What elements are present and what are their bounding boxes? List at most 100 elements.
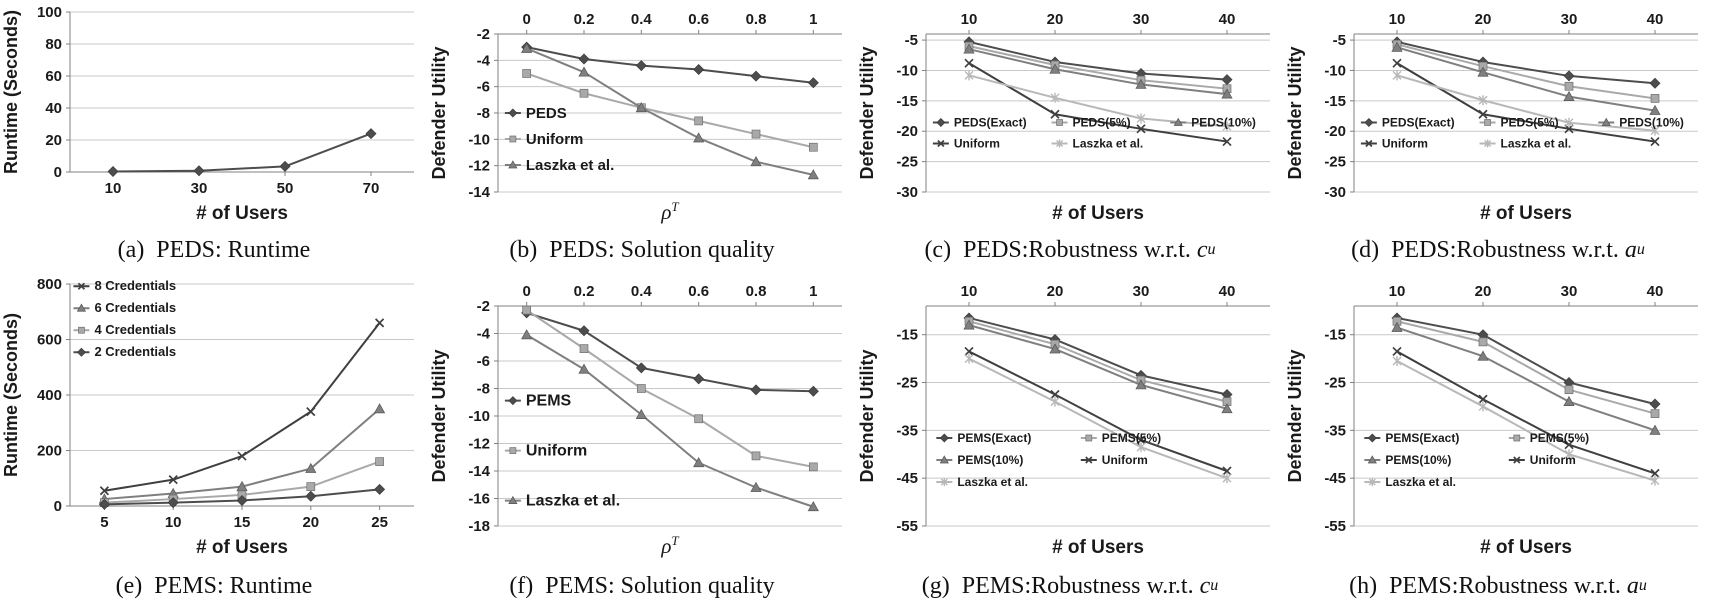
y-axis-title: Defender Utility xyxy=(1285,46,1305,179)
x-tick-label: 30 xyxy=(1561,283,1578,300)
legend-label: 8 Credentials xyxy=(94,278,176,293)
marker-asterisk xyxy=(964,70,974,81)
marker-x xyxy=(1222,466,1232,476)
marker-asterisk xyxy=(1564,449,1574,460)
marker-asterisk xyxy=(1136,442,1146,453)
marker-triangle xyxy=(1649,424,1661,435)
chart-pems-runtime: 0 200 400 600 800 5 10 15 20 25 Runtime (Seconds) #… xyxy=(0,272,428,609)
marker-triangle xyxy=(693,132,705,143)
chart-peds-solution-quality: -2 -4 -6 -8 -10 -12 -14 0 0.2 0.4 0.6 0.8 1 Defender … xyxy=(428,0,856,272)
series-line xyxy=(1396,74,1656,132)
marker-asterisk xyxy=(964,353,974,364)
series-line xyxy=(1396,320,1656,415)
legend-label: 4 Credentials xyxy=(94,322,176,337)
y-tick-label: -15 xyxy=(896,327,918,344)
y-tick-label: 100 xyxy=(37,4,62,21)
marker-square xyxy=(509,447,517,454)
y-tick-label: -12 xyxy=(468,436,490,453)
x-tick-label: 1 xyxy=(809,11,817,28)
marker-x xyxy=(237,451,247,461)
chart-pems-robustness-cu-plot: -15 -25 -35 -45 -55 10 20 30 40 Defender Utility #… xyxy=(857,283,1270,558)
marker-diamond xyxy=(750,70,762,82)
chart-peds-runtime-caption: (a) PEDS: Runtime xyxy=(118,228,311,272)
series-line xyxy=(968,357,1228,480)
y-tick-label: -45 xyxy=(1324,470,1346,487)
marker-square xyxy=(509,135,517,143)
marker-triangle xyxy=(1135,78,1147,89)
x-axis-title: # of Users xyxy=(1052,203,1144,224)
chart-peds-robustness-cu-plot: -5 -10 -15 -20 -25 -30 10 20 30 40 Defender Utilit… xyxy=(857,11,1270,224)
marker-triangle xyxy=(963,43,975,54)
legend-label: Laszka et al. xyxy=(526,493,620,510)
y-tick-label: -5 xyxy=(905,32,918,49)
legend-label: Uniform xyxy=(954,136,1000,150)
marker-x xyxy=(1365,139,1373,148)
marker-diamond xyxy=(807,385,819,397)
caption-text: (e) PEMS: Runtime xyxy=(115,572,313,599)
series-line xyxy=(526,46,814,84)
chart-peds-runtime-plot: 0 20 40 60 80 100 10 30 50 70 Runtime (Seconds) # o… xyxy=(1,4,414,224)
caption-text: (g) PEMS:Robustness w.r.t. xyxy=(921,572,1200,599)
marker-diamond xyxy=(693,373,705,385)
y-tick-label: -10 xyxy=(1324,62,1346,79)
marker-asterisk xyxy=(1050,396,1060,407)
marker-x xyxy=(1478,394,1488,404)
x-tick-label: 20 xyxy=(1475,283,1492,300)
marker-triangle xyxy=(939,455,949,464)
legend-label: Laszka et al. xyxy=(1385,475,1456,489)
legend-label: PEDS(5%) xyxy=(1073,115,1131,129)
chart-pems-runtime-caption: (e) PEMS: Runtime xyxy=(116,562,313,609)
marker-diamond xyxy=(635,362,647,374)
marker-square xyxy=(1484,119,1491,126)
x-tick-label: 10 xyxy=(961,283,978,300)
marker-diamond xyxy=(167,497,179,509)
chart-peds-solution-quality-plot: -2 -4 -6 -8 -10 -12 -14 0 0.2 0.4 0.6 0.8 1 Defender … xyxy=(429,11,842,224)
series-line xyxy=(968,45,1228,90)
marker-x xyxy=(77,282,86,290)
marker-triangle xyxy=(374,403,386,414)
y-axis-title: Defender Utility xyxy=(857,46,877,179)
marker-diamond xyxy=(98,498,110,510)
y-axis-title: Defender Utility xyxy=(1285,349,1305,482)
marker-square xyxy=(636,384,646,393)
marker-diamond xyxy=(1364,117,1374,127)
marker-square xyxy=(1056,119,1063,126)
x-tick-label: 10 xyxy=(1389,283,1406,300)
chart-pems-robustness-cu: -15 -25 -35 -45 -55 10 20 30 40 Defender Utility #… xyxy=(856,272,1284,609)
marker-diamond xyxy=(1649,77,1661,89)
caption-math-sub: u xyxy=(1210,576,1219,594)
legend-label: PEMS xyxy=(526,393,572,410)
chart-pems-runtime-plot: 0 200 400 600 800 5 10 15 20 25 Runtime (Seconds) #… xyxy=(1,276,414,558)
y-tick-label: -25 xyxy=(896,154,918,171)
x-tick-label: 0.4 xyxy=(631,11,653,28)
chart-pems-robustness-au: -15 -25 -35 -45 -55 10 20 30 40 Defender Utility #… xyxy=(1284,272,1712,609)
marker-diamond xyxy=(1367,433,1377,443)
marker-square xyxy=(522,69,532,78)
caption-math-var: c xyxy=(1199,572,1211,599)
marker-square xyxy=(808,462,818,472)
y-tick-label: -4 xyxy=(477,326,491,343)
x-tick-label: 30 xyxy=(191,180,208,197)
y-tick-label: -5 xyxy=(1333,32,1346,49)
caption-text: (h) PEMS:Robustness w.r.t. xyxy=(1349,572,1627,599)
legend-label: Uniform xyxy=(1102,453,1148,467)
chart-pems-solution-quality: -2 -4 -6 -8 -10 -12 -14 -16 -18 0 0.2 0.4 0.6 0.8 1 Def… xyxy=(428,272,856,609)
x-tick-label: 15 xyxy=(234,514,251,531)
series-line xyxy=(1396,316,1656,406)
marker-square xyxy=(1085,434,1093,442)
marker-triangle xyxy=(76,303,87,312)
y-tick-label: -8 xyxy=(477,381,490,398)
chart-pems-robustness-au-plot: -15 -25 -35 -45 -55 10 20 30 40 Defender Utility #… xyxy=(1285,283,1698,558)
marker-asterisk xyxy=(1056,139,1064,148)
legend-label: 6 Credentials xyxy=(94,300,176,315)
y-tick-label: -20 xyxy=(896,123,918,140)
legend-label: Laszka et al. xyxy=(1073,136,1144,150)
y-tick-label: 60 xyxy=(45,68,62,85)
marker-square xyxy=(1650,409,1660,418)
marker-diamond xyxy=(236,494,248,506)
marker-asterisk xyxy=(1368,478,1376,486)
marker-diamond xyxy=(107,166,119,178)
y-tick-label: -35 xyxy=(1324,422,1346,439)
x-tick-label: 20 xyxy=(1047,11,1064,28)
